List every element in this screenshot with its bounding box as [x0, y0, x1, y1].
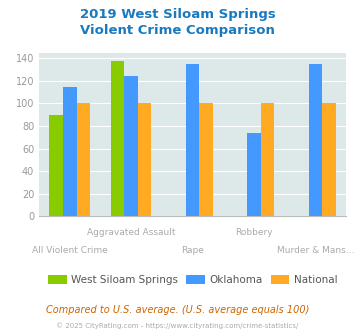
- Bar: [200, 104, 213, 216]
- Bar: [124, 77, 138, 216]
- Text: Compared to U.S. average. (U.S. average equals 100): Compared to U.S. average. (U.S. average …: [46, 305, 309, 315]
- Bar: [308, 64, 322, 216]
- Bar: [77, 104, 90, 216]
- Bar: [247, 133, 261, 216]
- Bar: [63, 86, 77, 216]
- Text: Murder & Mans...: Murder & Mans...: [277, 246, 354, 254]
- Bar: [49, 115, 63, 216]
- Bar: [138, 104, 152, 216]
- Text: Aggravated Assault: Aggravated Assault: [87, 228, 175, 237]
- Bar: [111, 61, 124, 216]
- Legend: West Siloam Springs, Oklahoma, National: West Siloam Springs, Oklahoma, National: [44, 270, 342, 289]
- Bar: [261, 104, 274, 216]
- Bar: [186, 64, 200, 216]
- Text: Rape: Rape: [181, 246, 204, 254]
- Bar: [322, 104, 336, 216]
- Text: 2019 West Siloam Springs
Violent Crime Comparison: 2019 West Siloam Springs Violent Crime C…: [80, 8, 275, 37]
- Text: Robbery: Robbery: [235, 228, 273, 237]
- Text: © 2025 CityRating.com - https://www.cityrating.com/crime-statistics/: © 2025 CityRating.com - https://www.city…: [56, 323, 299, 329]
- Text: All Violent Crime: All Violent Crime: [32, 246, 108, 254]
